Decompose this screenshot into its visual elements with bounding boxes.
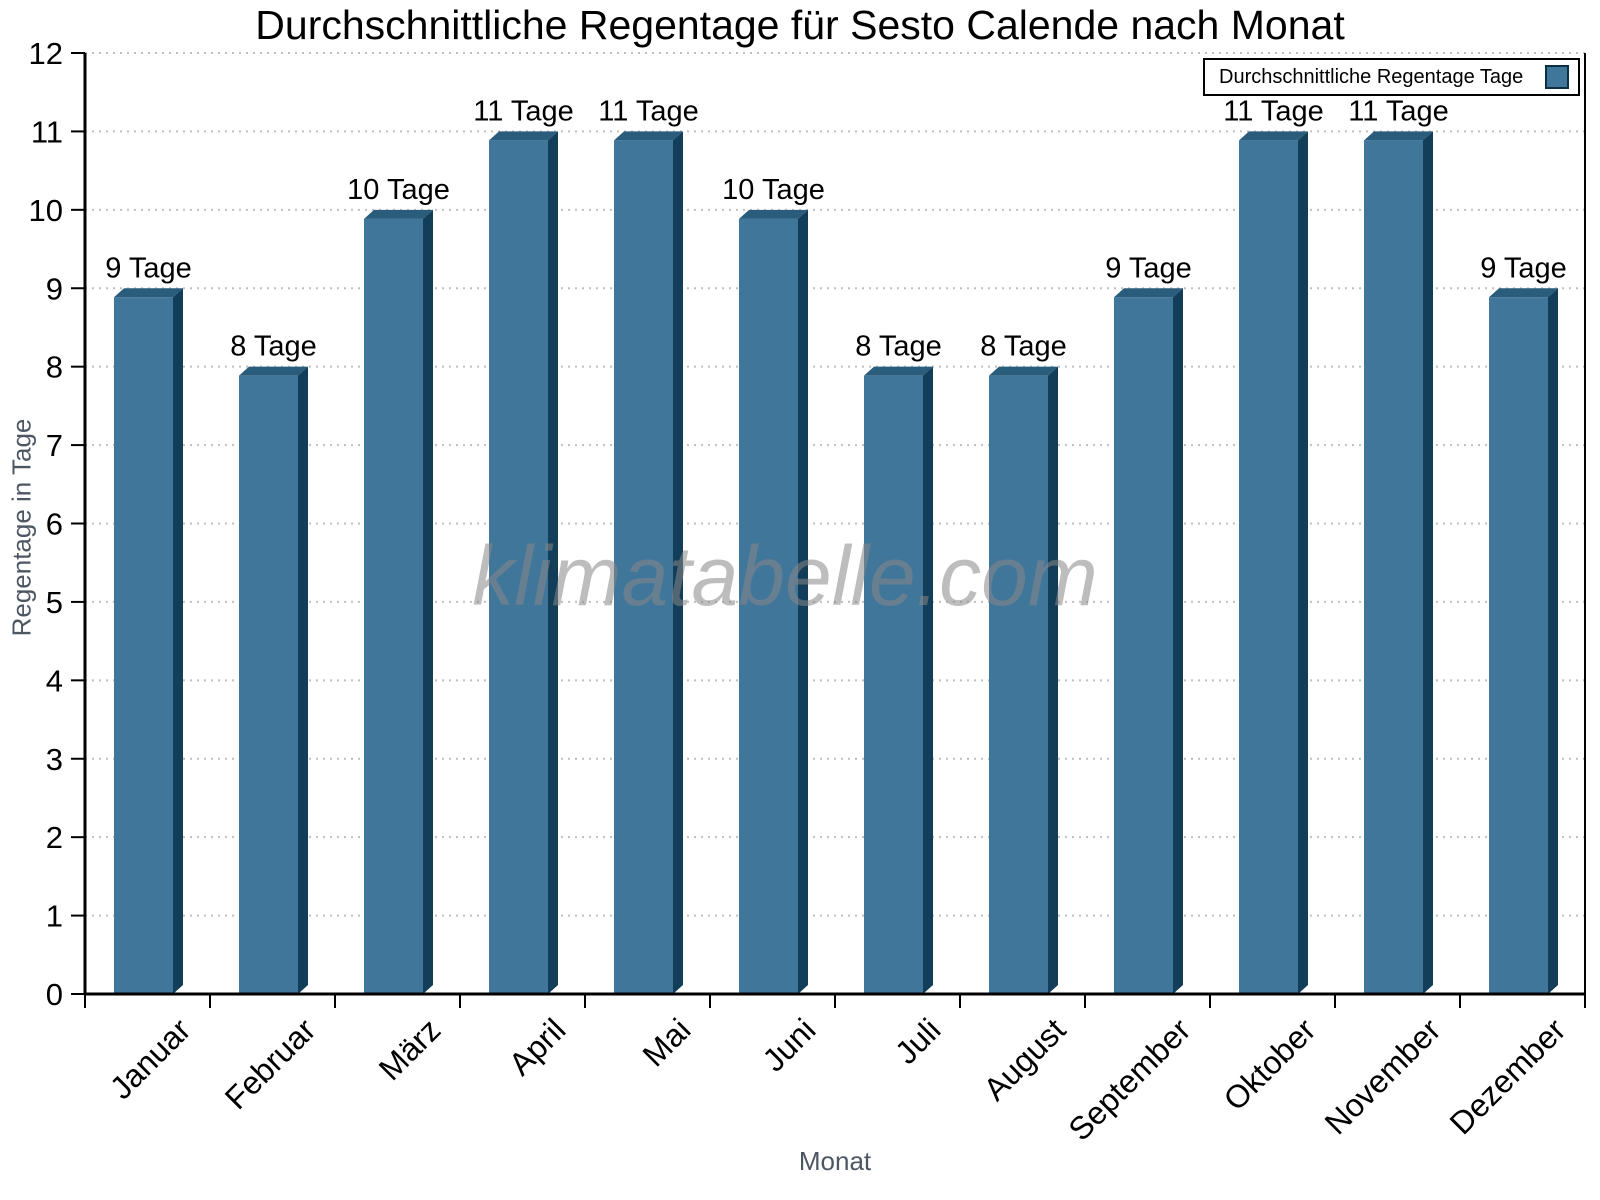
y-tick-label-11: 11 bbox=[31, 114, 63, 149]
x-axis-title: Monat bbox=[798, 1146, 872, 1176]
bar-side-face bbox=[173, 288, 183, 994]
bar-value-label: 10 Tage bbox=[347, 174, 450, 206]
bar-value-label: 11 Tage bbox=[598, 95, 699, 127]
bar-top-face bbox=[864, 366, 933, 376]
bar-value-label: 11 Tage bbox=[1223, 95, 1324, 127]
bar-side-face bbox=[1423, 131, 1433, 994]
bar-side-face bbox=[1298, 131, 1308, 994]
bar-value-label: 11 Tage bbox=[473, 95, 574, 127]
y-tick-label-3: 3 bbox=[46, 742, 63, 777]
bar-mai bbox=[614, 140, 673, 994]
bar-value-label: 8 Tage bbox=[980, 331, 1067, 363]
bar-side-face bbox=[1548, 288, 1558, 994]
y-axis-title: Regentage in Tage bbox=[6, 418, 37, 637]
bar-value-label: 9 Tage bbox=[1105, 252, 1192, 284]
bar-side-face bbox=[1048, 366, 1058, 995]
y-tick-label-7: 7 bbox=[46, 428, 63, 463]
bar-januar bbox=[114, 297, 173, 994]
y-tick-label-12: 12 bbox=[29, 36, 63, 71]
bar-top-face bbox=[989, 366, 1058, 376]
bar-top-face bbox=[1489, 288, 1558, 298]
bar-maerz bbox=[364, 218, 423, 995]
x-tick-label-maerz: März bbox=[372, 1011, 448, 1087]
bar-value-label: 10 Tage bbox=[722, 174, 825, 206]
bar-april bbox=[489, 140, 548, 994]
bar-side-face bbox=[423, 209, 433, 995]
x-tick-label-september: September bbox=[1061, 1011, 1197, 1147]
bar-top-face bbox=[1364, 131, 1433, 141]
bar-side-face bbox=[298, 366, 308, 995]
bar-top-face bbox=[114, 288, 183, 298]
bar-august bbox=[989, 375, 1048, 995]
bar-top-face bbox=[614, 131, 683, 141]
y-tick-label-8: 8 bbox=[46, 350, 63, 385]
bar-oktober bbox=[1239, 140, 1298, 994]
legend-label: Durchschnittliche Regentage Tage bbox=[1219, 65, 1524, 88]
x-tick-label-mai: Mai bbox=[636, 1011, 698, 1073]
x-tick-label-oktober: Oktober bbox=[1217, 1011, 1323, 1117]
y-tick-label-4: 4 bbox=[46, 663, 63, 698]
bar-dezember bbox=[1489, 297, 1548, 994]
x-tick-label-juni: Juni bbox=[755, 1011, 822, 1078]
bar-value-label: 8 Tage bbox=[230, 331, 317, 363]
bar-februar bbox=[239, 375, 298, 995]
bar-november bbox=[1364, 140, 1423, 994]
bar-value-label: 11 Tage bbox=[1348, 95, 1449, 127]
x-tick-label-august: August bbox=[977, 1011, 1073, 1107]
y-tick-label-2: 2 bbox=[46, 820, 63, 855]
bar-value-label: 9 Tage bbox=[105, 252, 192, 284]
bar-juni bbox=[739, 218, 798, 995]
bar-side-face bbox=[1173, 288, 1183, 994]
x-tick-label-januar: Januar bbox=[103, 1011, 198, 1106]
x-tick-label-dezember: Dezember bbox=[1443, 1011, 1573, 1141]
bar-value-label: 9 Tage bbox=[1480, 252, 1567, 284]
y-tick-label-0: 0 bbox=[46, 977, 63, 1012]
y-tick-label-9: 9 bbox=[46, 271, 63, 306]
bar-value-label: 8 Tage bbox=[855, 331, 942, 363]
chart-title: Durchschnittliche Regentage für Sesto Ca… bbox=[255, 2, 1345, 48]
bar-juli bbox=[864, 375, 923, 995]
bar-september bbox=[1114, 297, 1173, 994]
bar-top-face bbox=[489, 131, 558, 141]
bar-side-face bbox=[673, 131, 683, 994]
bar-top-face bbox=[1239, 131, 1308, 141]
y-tick-label-1: 1 bbox=[46, 899, 63, 934]
bar-top-face bbox=[239, 366, 308, 376]
x-tick-label-februar: Februar bbox=[218, 1011, 323, 1116]
bar-side-face bbox=[923, 366, 933, 995]
bar-top-face bbox=[364, 209, 433, 219]
y-tick-label-5: 5 bbox=[46, 585, 63, 620]
bar-side-face bbox=[798, 209, 808, 995]
y-tick-label-6: 6 bbox=[46, 507, 63, 542]
x-tick-label-juli: Juli bbox=[888, 1011, 947, 1070]
bar-top-face bbox=[739, 209, 808, 219]
x-tick-label-april: April bbox=[502, 1011, 573, 1082]
bar-top-face bbox=[1114, 288, 1183, 298]
bar-side-face bbox=[548, 131, 558, 994]
legend: Durchschnittliche Regentage Tage bbox=[1203, 58, 1580, 96]
x-tick-label-november: November bbox=[1318, 1011, 1448, 1141]
legend-swatch-icon bbox=[1545, 65, 1569, 89]
y-tick-label-10: 10 bbox=[29, 193, 63, 228]
